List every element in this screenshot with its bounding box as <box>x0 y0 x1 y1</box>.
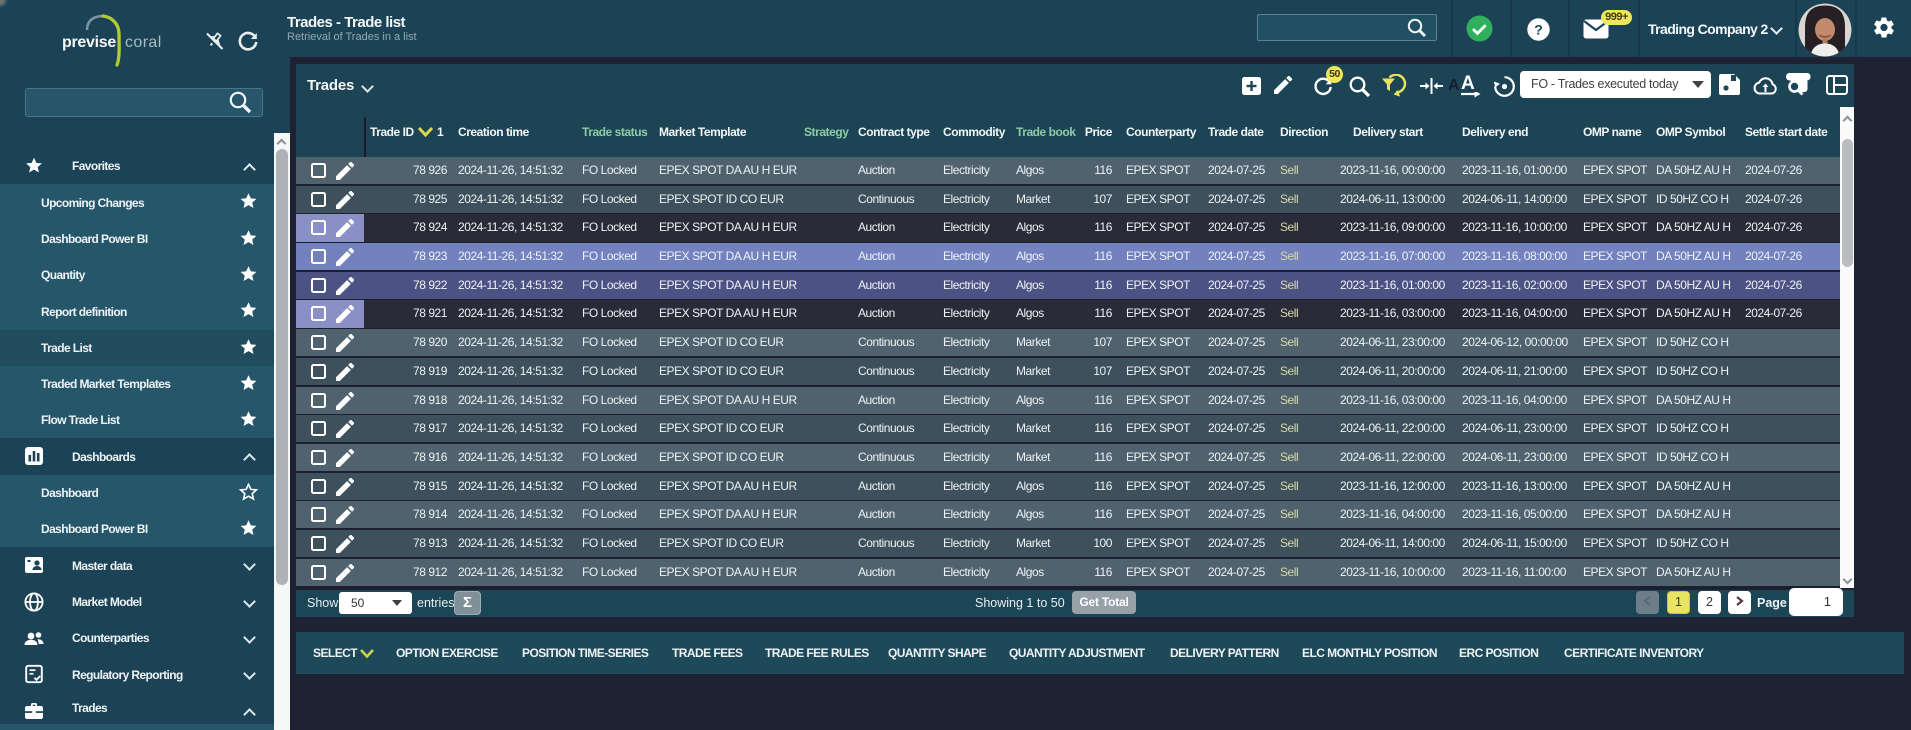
svg-text:?: ? <box>1534 22 1543 38</box>
